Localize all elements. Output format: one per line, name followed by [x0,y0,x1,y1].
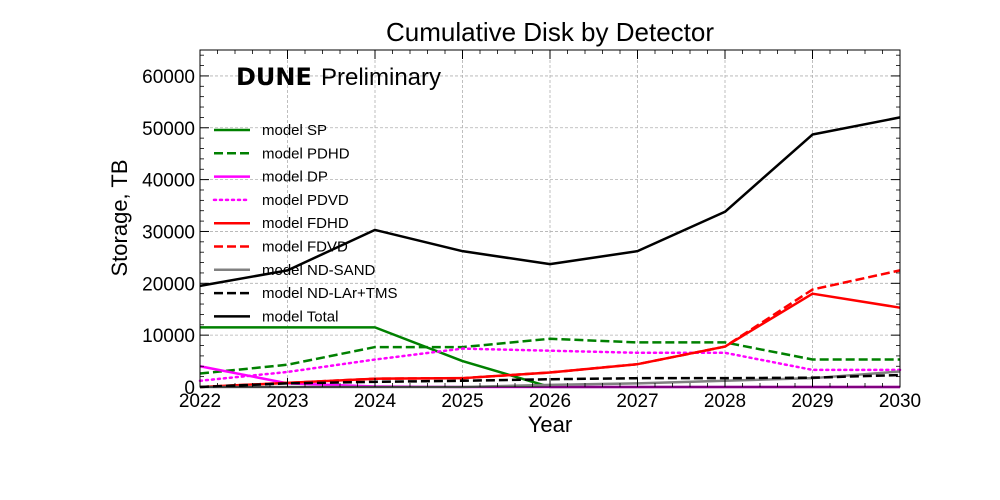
legend-label-model-nd-sand: model ND-SAND [262,262,376,279]
legend-label-model-fdhd: model FDHD [262,215,349,232]
series-line-model-total [199,116,901,288]
x-tick-label: 2026 [529,391,571,412]
watermark-dune: DUNE [236,63,312,91]
y-tick-label: 50000 [142,119,195,140]
legend-label-model-pdhd: model PDHD [262,145,350,162]
dune-preliminary-label: DUNE Preliminary [236,63,441,91]
legend-label-model-dp: model DP [262,169,328,186]
legend-label-model-total: model Total [262,308,338,325]
chart-title: Cumulative Disk by Detector [386,17,714,47]
x-tick-label: 2027 [616,391,658,412]
watermark-preliminary: Preliminary [321,64,441,91]
x-axis-label: Year [528,412,572,437]
y-tick-label: 10000 [142,326,195,347]
series-line-model-pdhd [199,337,900,375]
legend-label-model-pdvd: model PDVD [262,192,349,209]
y-tick-label: 20000 [142,274,195,295]
legend-label-model-fdvd: model FDVD [262,239,348,256]
series-line-model-fdhd [199,292,901,389]
grid [199,50,901,388]
x-tick-label: 2028 [704,391,746,412]
y-axis-label: Storage, TB [107,160,132,277]
x-tick-label: 2030 [879,391,921,412]
x-tick-label: 2024 [354,391,397,412]
y-tick-label: 0 [184,378,195,399]
legend: model SP model PDHD model DP model PDVD mode… [212,122,397,325]
x-tick-label: 2022 [179,391,221,412]
x-tick-label: 2023 [266,391,308,412]
x-tick-label: 2029 [791,391,833,412]
y-tick-label: 40000 [142,171,195,192]
axis-ticks: 2022 2023 2024 2025 2026 2027 2028 2029 2030 0 100… [142,50,921,412]
legend-label-model-sp: model SP [262,122,327,139]
legend-label-model-nd-lar-tms: model ND-LAr+TMS [262,285,397,302]
x-tick-label: 2025 [441,391,483,412]
y-tick-label: 60000 [142,67,195,88]
y-tick-label: 30000 [142,222,195,243]
